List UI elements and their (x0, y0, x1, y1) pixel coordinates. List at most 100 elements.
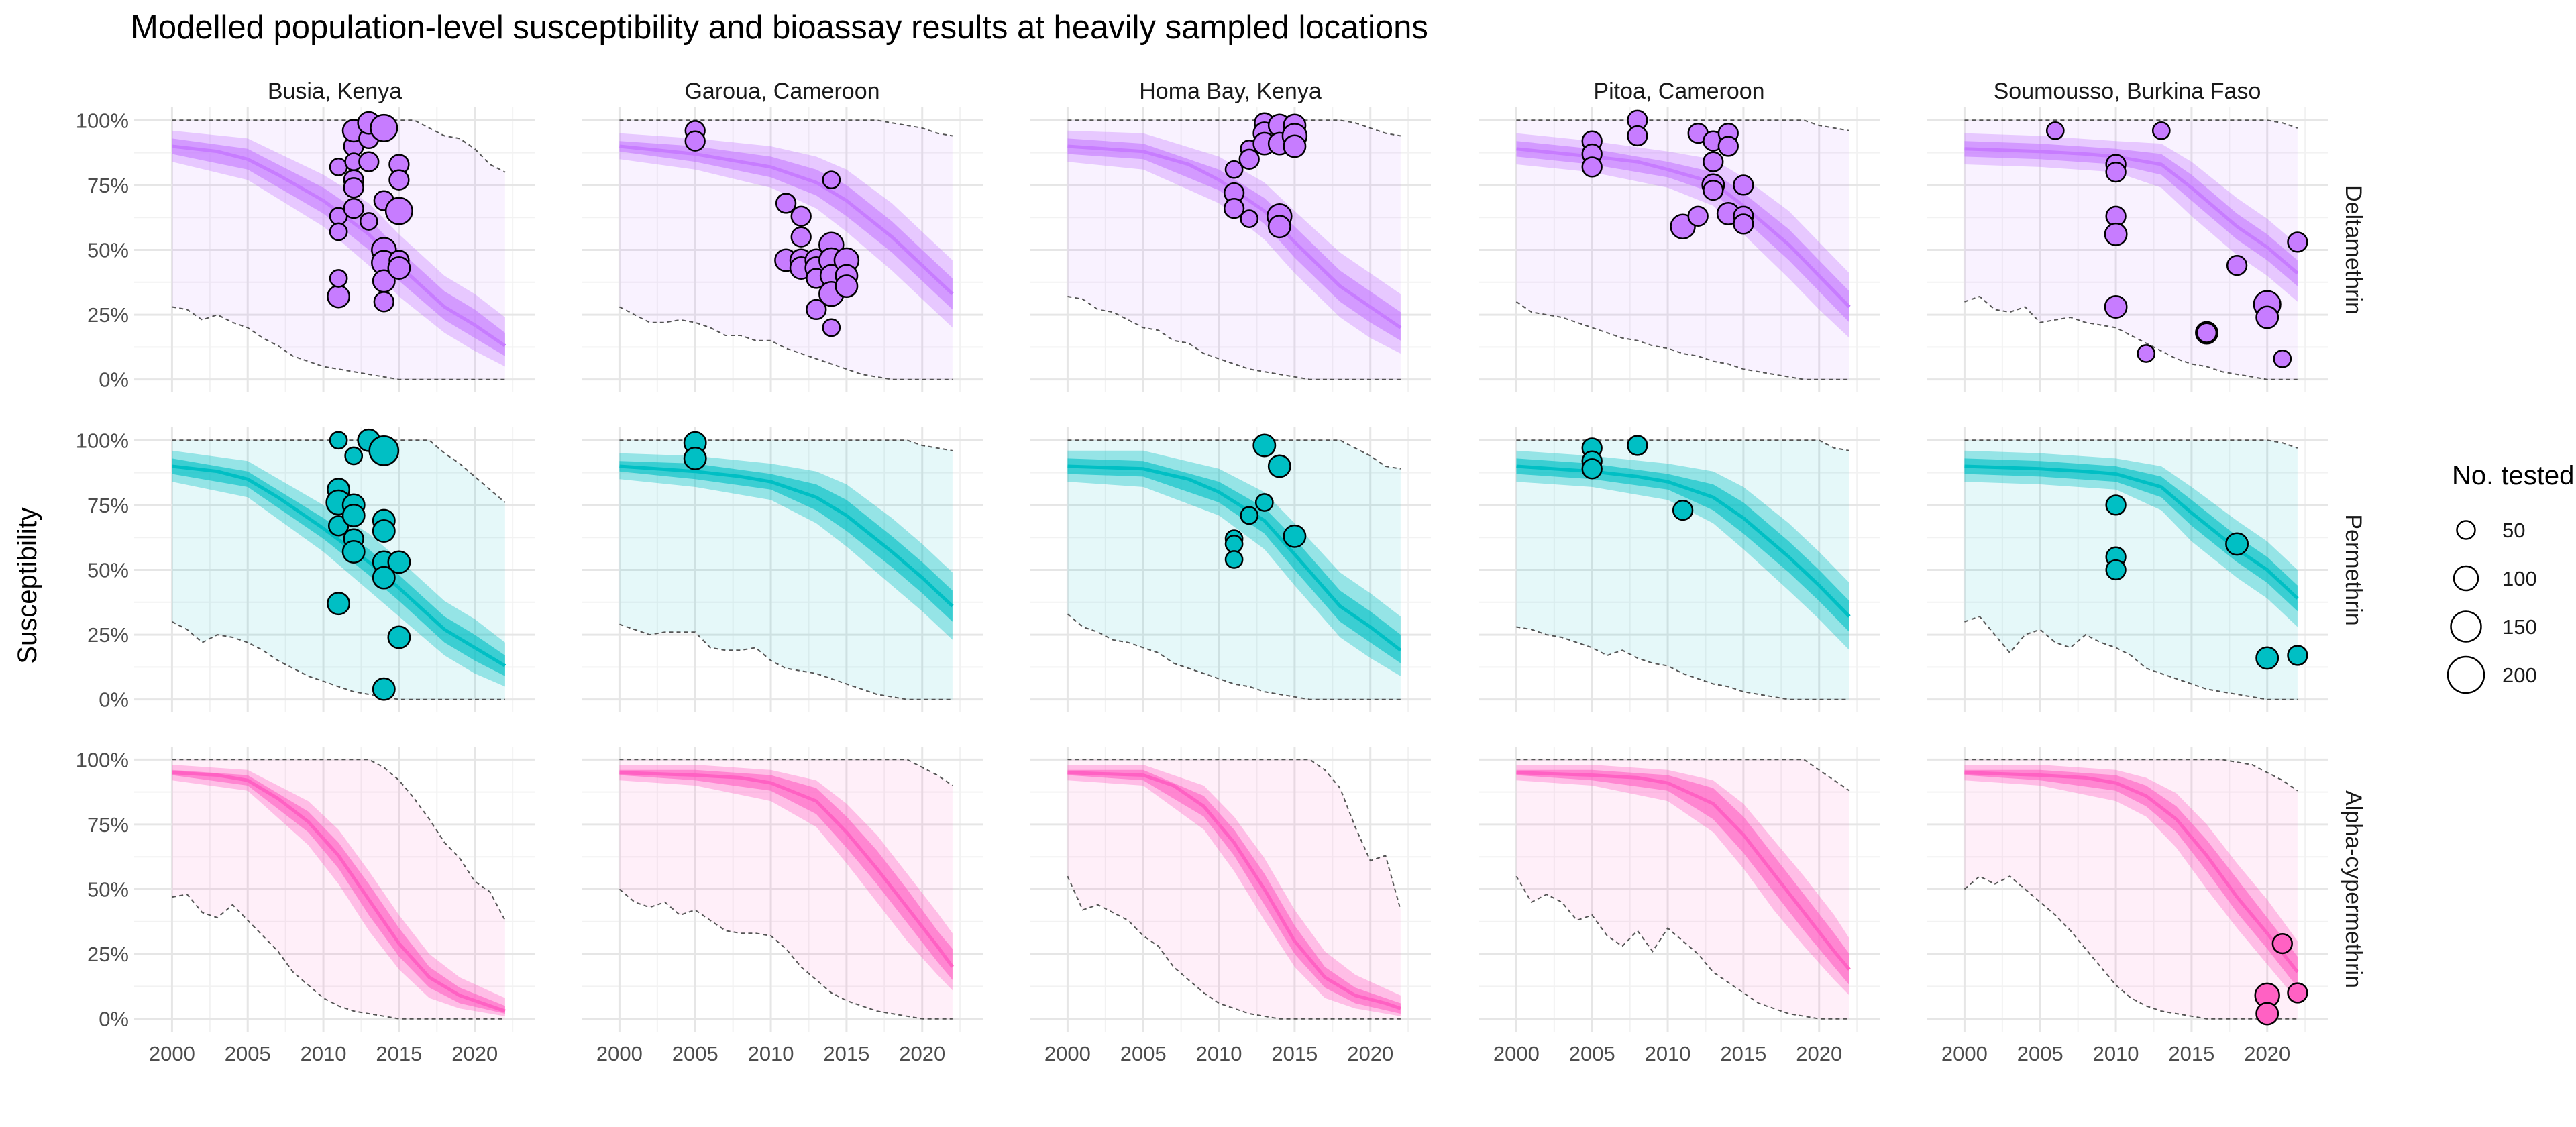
median-line (1964, 464, 2299, 600)
credible-region (1516, 440, 1849, 700)
panel-2-0: 0% 25% 50% 75% 100% 2000 2005 2010 2015 2020 (76, 747, 535, 1065)
inner-band (1067, 458, 1401, 663)
lower-bound-line (1964, 295, 2298, 380)
bioassay-point (387, 550, 411, 574)
bioassay-point (2225, 532, 2249, 556)
x-tick-label: 2000 (1044, 1042, 1091, 1065)
inner-band (1964, 769, 2298, 988)
inner-band (619, 141, 953, 310)
median-line (1516, 464, 1851, 618)
legend-size-circle (2453, 565, 2479, 592)
bioassay-point (1240, 506, 1259, 525)
upper-bound-line (1964, 439, 2298, 449)
bioassay-point (2273, 349, 2292, 368)
panel-1-4: Permethrin (1927, 427, 2366, 712)
bioassay-point (1224, 550, 1244, 569)
y-tick-label: 100% (76, 109, 129, 132)
legend-size-label: 200 (2502, 663, 2537, 687)
x-tick-label: 2020 (899, 1042, 945, 1065)
x-tick-label: 2015 (376, 1042, 422, 1065)
bioassay-point (2105, 494, 2127, 516)
panel-1-1 (582, 427, 983, 712)
bioassay-point (341, 540, 366, 564)
credible-region (172, 440, 505, 700)
panel-0-2: Homa Bay, Kenya (1030, 78, 1431, 392)
bioassay-point (1224, 160, 1244, 179)
bioassay-point (2105, 559, 2127, 581)
bioassay-point (1687, 205, 1709, 227)
legend-size-circle (2450, 610, 2482, 643)
upper-bound-line (172, 759, 506, 921)
lower-bound-line (1067, 875, 1401, 1020)
credible-region (1067, 440, 1401, 700)
bioassay-point (327, 284, 351, 309)
facet-label-location: Soumousso, Burkina Faso (1994, 78, 2261, 104)
bioassay-point (2255, 305, 2279, 329)
bioassay-point (2271, 932, 2293, 955)
x-tick-label: 2000 (1941, 1042, 1988, 1065)
bioassay-point (1627, 125, 1648, 147)
upper-bound-line (1067, 439, 1401, 470)
bioassay-point (1717, 136, 1739, 157)
median-line (619, 464, 954, 608)
x-tick-label: 2020 (1796, 1042, 1842, 1065)
bioassay-point (368, 435, 400, 466)
bioassay-point (1223, 198, 1245, 219)
panel-0-3: Pitoa, Cameroon (1479, 78, 1880, 392)
credible-region (1516, 120, 1849, 380)
panel-2-4: 2000 2005 2010 2015 2020 Alpha-cypermethrin (1927, 747, 2366, 1065)
legend-size-label: 150 (2502, 615, 2537, 639)
bioassay-point (2287, 231, 2308, 253)
bioassay-point (2105, 161, 2127, 183)
credible-region (1964, 759, 2298, 1019)
median-line (619, 771, 954, 968)
credible-region (1516, 759, 1849, 1019)
legend-size-label: 50 (2502, 519, 2525, 542)
bioassay-point (2104, 295, 2128, 319)
bioassay-point (384, 197, 413, 225)
bioassay-point (1240, 209, 1259, 228)
facet-label-location: Homa Bay, Kenya (1139, 78, 1322, 104)
bioassay-point (1224, 535, 1244, 553)
bioassay-point (684, 130, 706, 152)
lower-bound-line (1067, 613, 1401, 700)
bioassay-point (806, 299, 827, 321)
x-tick-label: 2010 (1645, 1042, 1691, 1065)
panel-1-3 (1479, 427, 1880, 712)
bioassay-point (387, 625, 411, 649)
median-line (1067, 144, 1402, 329)
bioassay-point (329, 269, 348, 288)
bioassay-point (344, 446, 364, 466)
legend-size-circle (2447, 655, 2485, 694)
panel-0-4: Soumousso, Burkina Faso Deltamethrin (1927, 78, 2366, 392)
upper-bound-line (1067, 119, 1401, 137)
bioassay-point (1627, 435, 1648, 456)
y-tick-label: 0% (99, 1008, 129, 1031)
x-tick-label: 2000 (596, 1042, 643, 1065)
lower-bound-line (1964, 875, 2298, 1020)
bioassay-point (327, 592, 351, 616)
x-tick-label: 2015 (1720, 1042, 1766, 1065)
bioassay-point (2137, 344, 2156, 363)
lower-bound-line (171, 621, 505, 700)
lower-bound-line (1515, 875, 1849, 1020)
inner-band (1516, 141, 1849, 323)
outer-band (172, 765, 505, 1016)
upper-bound-line (1516, 759, 1850, 792)
y-tick-label: 50% (87, 878, 129, 902)
y-tick-label: 25% (87, 943, 129, 966)
bioassay-point (2287, 982, 2308, 1004)
lower-bound-line (1964, 615, 2298, 700)
upper-bound-line (1067, 759, 1401, 910)
x-tick-label: 2000 (1493, 1042, 1540, 1065)
bioassay-point (2196, 322, 2218, 343)
bioassay-point (1283, 524, 1307, 548)
upper-bound-line (1964, 119, 2298, 129)
y-tick-label: 25% (87, 303, 129, 327)
bioassay-point (1733, 213, 1754, 235)
y-tick-label: 75% (87, 174, 129, 197)
x-tick-label: 2005 (1120, 1042, 1167, 1065)
bioassay-point (2255, 1002, 2279, 1026)
y-tick-label: 100% (76, 429, 129, 452)
legend: No. tested 50 100 150 200 (2447, 461, 2574, 694)
